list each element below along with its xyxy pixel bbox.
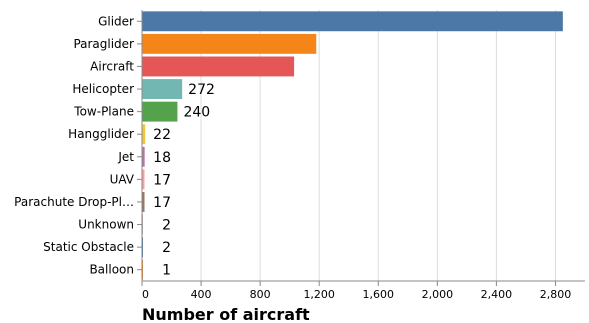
x-tick-label: 2,000 (422, 288, 454, 301)
data-label: 18 (153, 150, 171, 166)
data-label: 22 (153, 127, 171, 143)
category-label: UAV (110, 172, 135, 186)
bar (142, 79, 183, 99)
category-label: Unknown (78, 218, 134, 232)
bar (142, 169, 145, 190)
x-tick-label: 1,600 (363, 288, 395, 301)
data-label: 17 (153, 172, 171, 188)
category-label: Tow-Plane (73, 105, 134, 119)
x-tick-label: 1,200 (303, 288, 335, 301)
grid-lines (141, 10, 556, 281)
data-label: 1 (162, 263, 171, 279)
category-label: Paraglider (73, 37, 134, 51)
bar (142, 11, 563, 32)
bar (142, 33, 317, 54)
x-tick-label: 0 (142, 288, 149, 301)
bar (142, 101, 178, 122)
x-axis-title: Number of aircraft (142, 305, 310, 323)
x-axis: 0 400 800 1,200 1,600 2,000 2,400 2,800 (137, 10, 585, 301)
bar (142, 146, 145, 167)
category-label: Parachute Drop-Pl… (14, 195, 134, 209)
category-label: Jet (117, 150, 134, 164)
category-label: Balloon (89, 263, 134, 277)
bar (142, 192, 145, 212)
data-label: 272 (188, 82, 215, 98)
data-label: 240 (183, 105, 210, 121)
bar (142, 124, 146, 145)
category-label: Aircraft (90, 59, 134, 73)
x-tick-label: 800 (250, 288, 271, 301)
bar (142, 56, 295, 77)
category-labels: Glider Paraglider Aircraft Helicopter Tow-Pl… (14, 14, 135, 276)
data-label: 17 (153, 195, 171, 211)
x-tick-label: 2,800 (540, 288, 572, 301)
x-tick-label: 2,400 (481, 288, 513, 301)
data-label: 2 (162, 240, 171, 256)
bars (142, 11, 563, 280)
x-tick-label: 400 (191, 288, 212, 301)
category-label: Helicopter (72, 82, 134, 96)
category-label: Hangglider (68, 127, 134, 141)
category-label: Static Obstacle (43, 240, 134, 254)
data-label: 2 (162, 218, 171, 234)
category-label: Glider (98, 14, 134, 28)
